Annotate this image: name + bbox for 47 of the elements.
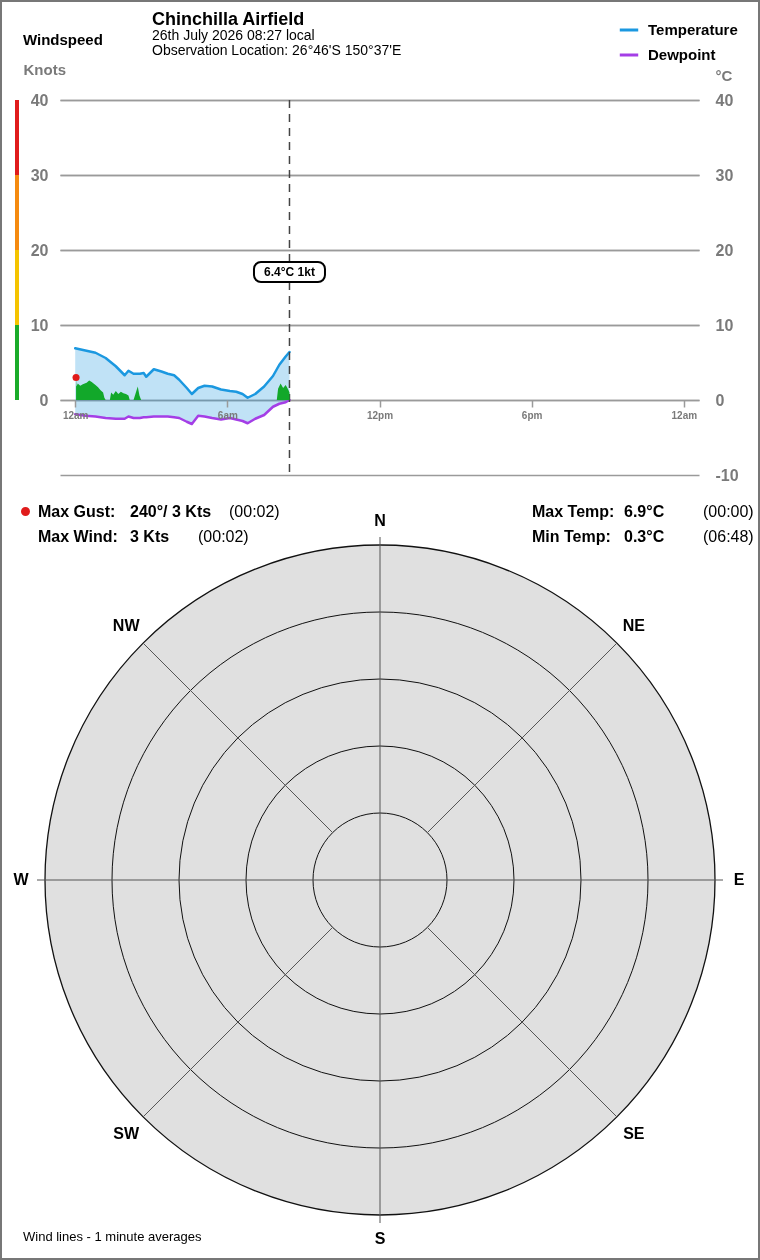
y2-tick-label: -10	[715, 466, 739, 484]
category-label: SW	[113, 1124, 140, 1142]
line-series	[73, 347, 291, 399]
category-label: SE	[623, 1124, 645, 1142]
y-tick-label: 20	[30, 241, 49, 259]
legend-label: Dewpoint	[648, 46, 716, 63]
y2-tick-label: 20	[715, 241, 734, 259]
text: Max Wind:	[38, 528, 118, 545]
category-label: E	[733, 871, 745, 888]
text: Windspeed	[23, 31, 103, 48]
text: 0.3°C	[624, 528, 665, 545]
x-tick-label: 12am	[62, 409, 89, 421]
category-label: NW	[112, 617, 141, 635]
text: Wind lines - 1 minute averages	[23, 1229, 202, 1244]
text: (00:00)	[703, 503, 754, 520]
text: 240°/ 3 Kts	[130, 503, 212, 520]
y2-tick-label: 30	[715, 166, 734, 184]
x-tick-label: 6pm	[521, 409, 543, 421]
text: Observation Location: 26°46'S 150°37'E	[152, 42, 402, 58]
legend-label: Temperature	[648, 21, 738, 38]
y2-tick-label: 40	[715, 91, 734, 109]
y2-axis-title: °C	[715, 66, 733, 84]
y-axis-title: Knots	[23, 60, 66, 78]
x-tick-label: 12am	[671, 409, 698, 421]
category-label: N	[374, 512, 386, 529]
y2-tick-label: 0	[715, 391, 725, 409]
text: Min Temp:	[532, 528, 611, 545]
y2-tick-label: 10	[715, 316, 734, 334]
y-tick-label: 40	[30, 91, 49, 109]
text: (06:48)	[703, 528, 754, 545]
text: 3 Kts	[130, 528, 170, 545]
text: Max Temp:	[532, 503, 615, 520]
category-label: W	[13, 871, 30, 888]
chart-subtitle: 26th July 2026 08:27 local	[152, 27, 315, 43]
text: 6.9°C	[624, 503, 665, 520]
y-tick-label: 30	[30, 166, 49, 184]
y-tick-label: 10	[30, 316, 49, 334]
text: (00:02)	[229, 503, 280, 520]
ref-line-label: 6.4°C 1kt	[264, 265, 315, 279]
category-label: S	[374, 1230, 386, 1247]
category-label: NE	[622, 617, 646, 635]
chart-title: Chinchilla Airfield	[152, 9, 305, 29]
text: (00:02)	[198, 528, 249, 545]
x-tick-label: 6am	[217, 409, 238, 421]
y-tick-label: 0	[39, 391, 49, 409]
text: Max Gust:	[38, 503, 116, 520]
x-tick-label: 12pm	[366, 409, 394, 421]
